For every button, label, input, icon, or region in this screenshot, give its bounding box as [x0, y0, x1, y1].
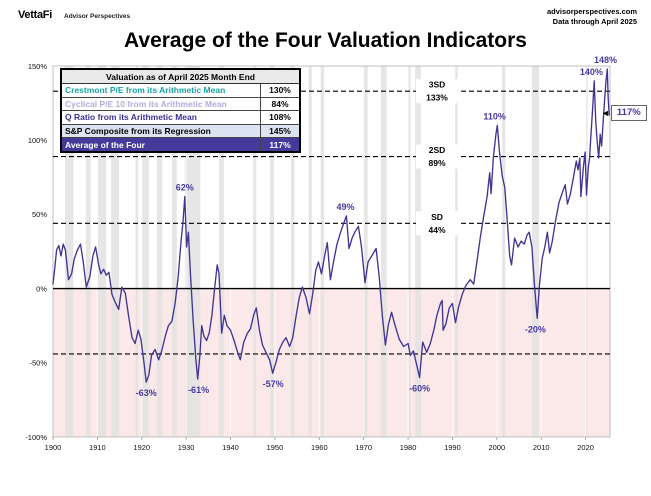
svg-text:50%: 50%: [32, 210, 47, 219]
table-row-average: Average of the Four 117%: [60, 137, 301, 153]
svg-text:-61%: -61%: [188, 385, 209, 395]
chart-title: Average of the Four Valuation Indicators: [124, 29, 527, 52]
table-header-row: Valuation as of April 2025 Month End: [60, 68, 301, 84]
source-attribution: advisorperspectives.com Data through Apr…: [547, 7, 637, 26]
source-site: advisorperspectives.com: [546, 7, 637, 16]
plot-border: [52, 65, 611, 438]
latest-value-label: 117%: [610, 105, 647, 121]
row-label: Average of the Four: [60, 137, 261, 153]
table-row: Q Ratio from its Arithmetic Mean 108%: [60, 110, 301, 125]
svg-text:1960: 1960: [311, 443, 328, 452]
data-through-date: Data through April 2025: [552, 16, 637, 26]
svg-text:140%: 140%: [580, 67, 603, 77]
svg-text:1940: 1940: [222, 443, 239, 452]
series-path: [52, 68, 610, 383]
svg-text:3SD: 3SD: [429, 80, 446, 90]
svg-text:-63%: -63%: [136, 388, 157, 398]
sd-labels: 3SD 133% 2SD 89% SD 44%: [416, 79, 458, 236]
row-label: Cyclical P/E 10 from its Arithmetic Mean: [60, 96, 261, 112]
svg-text:-50%: -50%: [29, 359, 47, 368]
table-row: Cyclical P/E 10 from its Arithmetic Mean…: [60, 96, 301, 112]
svg-text:100%: 100%: [28, 136, 48, 145]
row-label: Q Ratio from its Arithmetic Mean: [60, 110, 261, 125]
annotations: 62% -63% -61% -57% 49% -60% 110% -20% 140% 148%: [136, 55, 617, 398]
svg-text:2SD: 2SD: [429, 145, 446, 155]
svg-text:44%: 44%: [428, 225, 445, 235]
svg-text:1910: 1910: [89, 443, 106, 452]
svg-text:1950: 1950: [267, 443, 284, 452]
svg-text:49%: 49%: [336, 202, 354, 212]
svg-text:0%: 0%: [36, 284, 47, 293]
svg-text:62%: 62%: [176, 183, 194, 193]
svg-text:2020: 2020: [577, 443, 594, 452]
svg-text:-60%: -60%: [409, 384, 430, 394]
svg-text:89%: 89%: [428, 158, 445, 168]
row-value: 145%: [260, 123, 301, 139]
logo-subtext: Advisor Perspectives: [64, 13, 131, 20]
svg-text:-57%: -57%: [263, 379, 284, 389]
svg-text:1930: 1930: [178, 443, 195, 452]
svg-text:2010: 2010: [533, 443, 550, 452]
row-value: 130%: [260, 83, 301, 98]
svg-text:-20%: -20%: [525, 324, 546, 334]
table-row: Crestmont P/E from its Arithmetic Mean 1…: [60, 83, 301, 98]
svg-text:1900: 1900: [45, 443, 62, 452]
table-header: Valuation as of April 2025 Month End: [60, 68, 301, 84]
recession-bands: [64, 66, 588, 437]
table-row: S&P Composite from its Regression 145%: [60, 123, 301, 139]
vettafi-logo: VettaFi: [18, 9, 52, 21]
valuation-summary-table: Valuation as of April 2025 Month End Cre…: [60, 68, 301, 153]
latest-value-callout: ◄ 117%: [601, 104, 647, 122]
svg-text:-100%: -100%: [25, 433, 47, 442]
svg-text:148%: 148%: [594, 55, 617, 65]
row-label: Crestmont P/E from its Arithmetic Mean: [60, 83, 261, 98]
row-value: 84%: [260, 96, 301, 112]
row-label: S&P Composite from its Regression: [60, 123, 261, 139]
svg-text:1990: 1990: [444, 443, 461, 452]
row-value: 108%: [260, 110, 301, 125]
svg-text:110%: 110%: [483, 111, 506, 121]
row-value: 117%: [260, 137, 301, 153]
svg-text:150%: 150%: [28, 62, 48, 71]
arrow-left-icon: ◄: [601, 108, 610, 118]
svg-text:SD: SD: [431, 212, 443, 222]
y-axis-labels: 150% 100% 50% 0% -50% -100%: [25, 62, 47, 442]
svg-text:1920: 1920: [133, 443, 150, 452]
svg-text:2000: 2000: [488, 443, 505, 452]
svg-text:1970: 1970: [355, 443, 372, 452]
svg-text:133%: 133%: [426, 93, 448, 103]
x-axis-labels: 1900 1910 1920 1930 1940 1950 1960 1970 1980 1990…: [45, 437, 594, 452]
svg-text:1980: 1980: [400, 443, 417, 452]
